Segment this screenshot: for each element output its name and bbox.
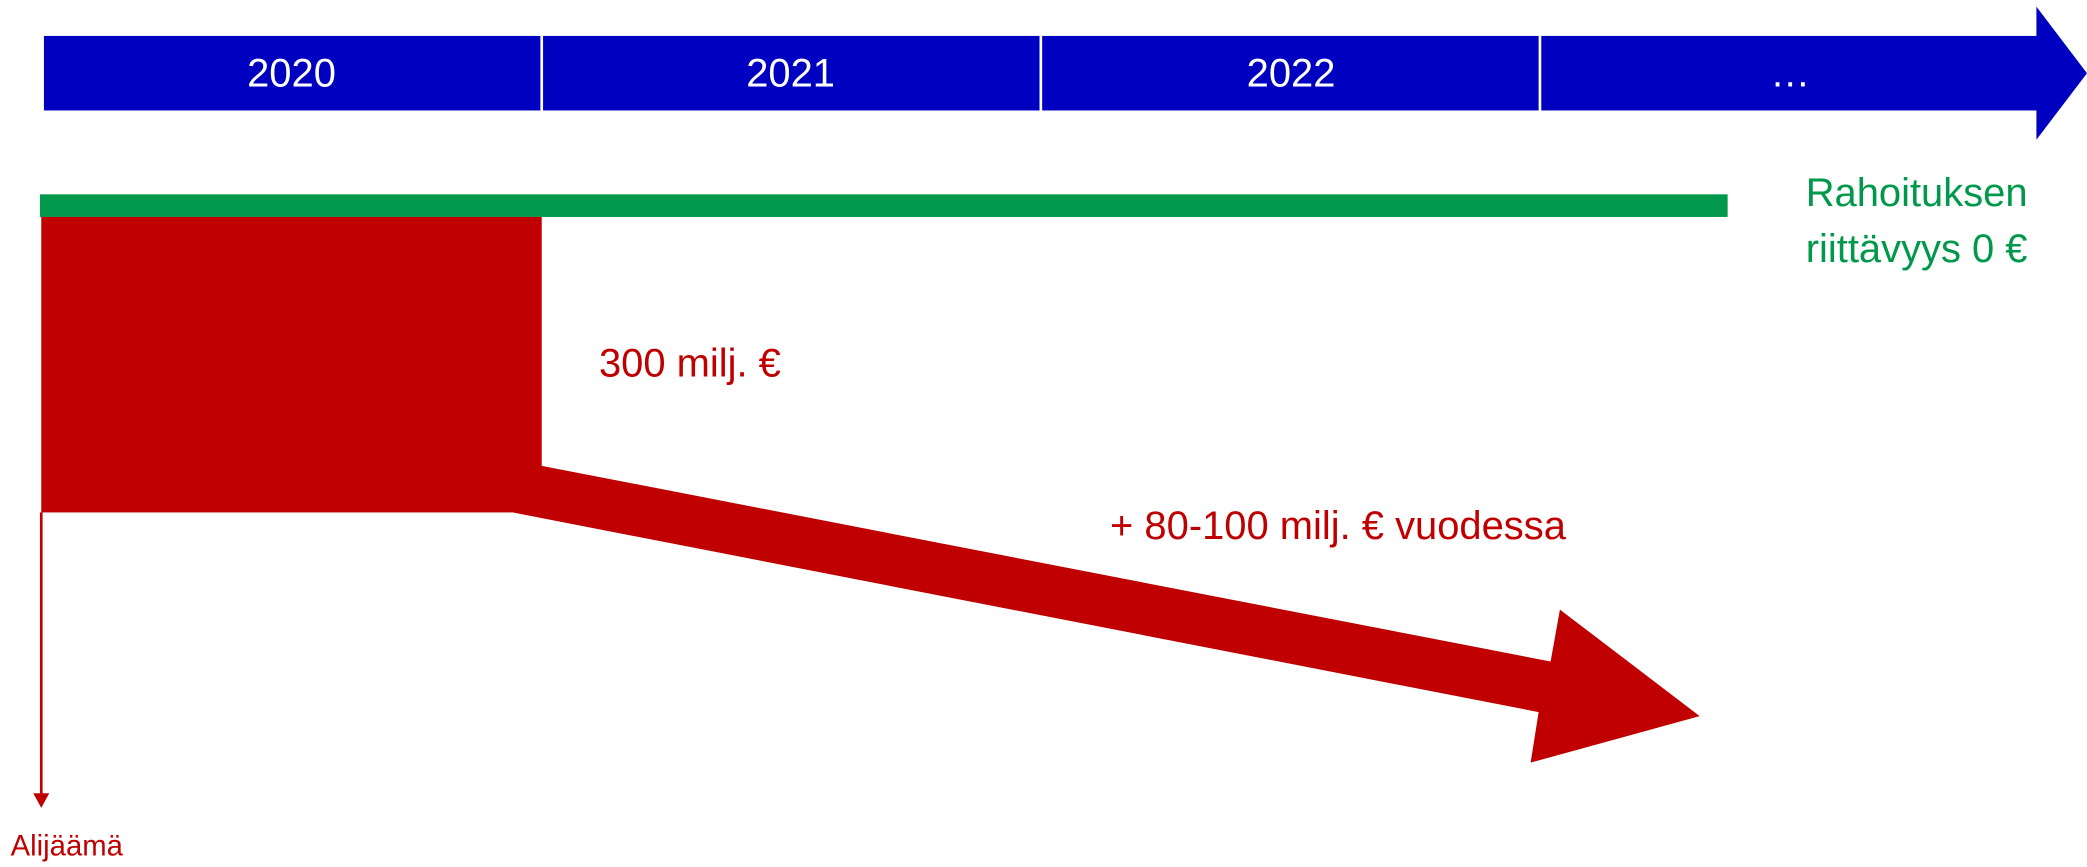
deficit-axis-label: Alijäämä xyxy=(11,830,124,863)
deficit-growth-arrow xyxy=(512,465,1700,763)
deficit-axis-arrowhead xyxy=(33,793,50,808)
growth-label: + 80-100 milj. € vuodessa xyxy=(1110,504,1567,548)
funding-label: riittävyys 0 € xyxy=(1806,227,2028,271)
funding-label: Rahoituksen xyxy=(1806,171,2028,215)
initial-deficit-block xyxy=(41,216,542,513)
year-label: … xyxy=(1770,51,1810,95)
funding-bar xyxy=(39,194,1728,217)
year-label: 2020 xyxy=(247,51,336,95)
timeline-arrowhead xyxy=(2036,6,2087,140)
initial-deficit-label: 300 milj. € xyxy=(599,342,781,386)
year-label: 2021 xyxy=(746,51,835,95)
year-label: 2022 xyxy=(1247,51,1336,95)
